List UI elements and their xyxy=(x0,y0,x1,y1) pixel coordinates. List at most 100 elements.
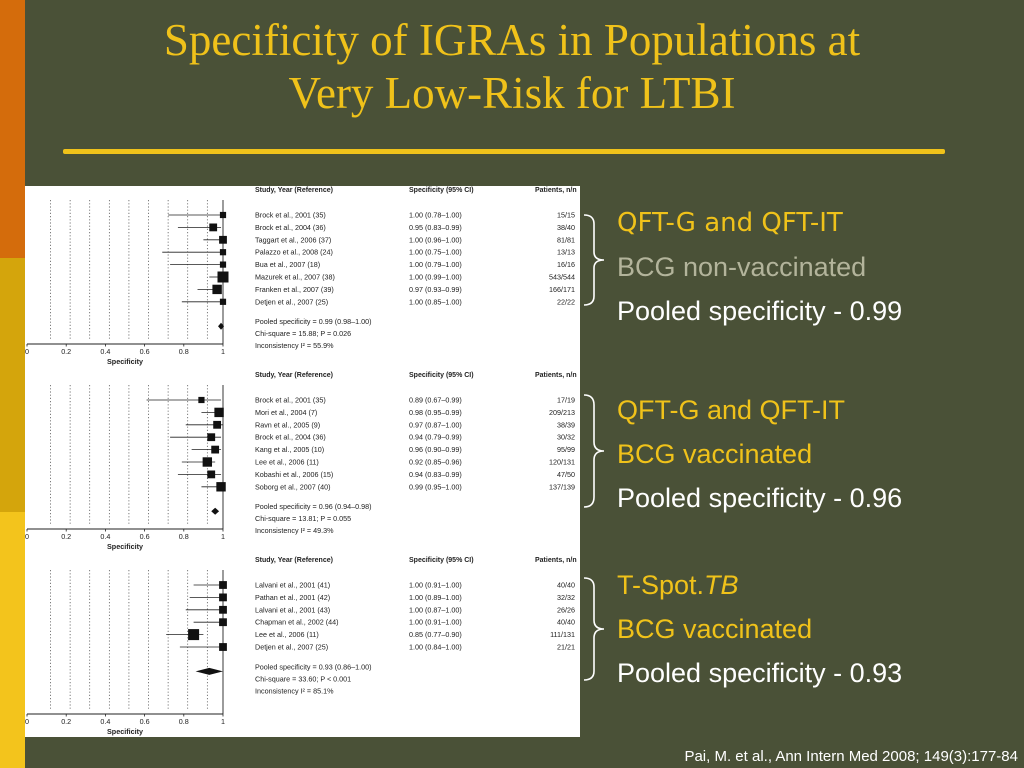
forest-study-label: Kang et al., 2005 (10) xyxy=(255,445,324,454)
forest-plot-figure: Study, Year (Reference) Specificity (95% … xyxy=(25,186,580,737)
forest-study-label: Franken et al., 2007 (39) xyxy=(255,285,334,294)
forest-point-marker xyxy=(217,271,229,283)
forest-ci-text: 1.00 (0.79–1.00) xyxy=(409,260,462,269)
annotation-test-prefix: T-Spot. xyxy=(617,570,705,600)
annotation-population-label: BCG vaccinated xyxy=(617,439,813,469)
forest-pooled-diamond xyxy=(218,322,225,330)
accent-strip-yellow xyxy=(0,512,25,768)
forest-ci-text: 1.00 (0.91–1.00) xyxy=(409,581,462,590)
forest-pooled-diamond xyxy=(195,667,223,675)
forest-ci-text: 0.97 (0.93–0.99) xyxy=(409,285,462,294)
title-underline xyxy=(63,149,945,154)
forest-study-label: Brock et al., 2004 (36) xyxy=(255,433,326,442)
forest-study-label: Lalvani et al., 2001 (41) xyxy=(255,581,330,590)
forest-x-tick-label: 0.6 xyxy=(140,717,150,726)
forest-x-tick-label: 0.8 xyxy=(179,347,189,356)
forest-study-label: Taggart et al., 2006 (37) xyxy=(255,235,331,244)
forest-point-marker xyxy=(219,618,227,627)
forest-study-label: Detjen et al., 2007 (25) xyxy=(255,643,328,652)
forest-study-label: Palazzo et al., 2008 (24) xyxy=(255,248,333,257)
forest-point-marker xyxy=(198,396,205,404)
forest-ci-text: 1.00 (0.89–1.00) xyxy=(409,593,462,602)
forest-x-tick-label: 0.2 xyxy=(61,347,71,356)
forest-x-tick-label: 1 xyxy=(221,347,225,356)
forest-study-label: Bua et al., 2007 (18) xyxy=(255,260,320,269)
forest-point-marker xyxy=(202,457,213,467)
forest-pooled-stat: Chi-square = 15.88; P = 0.026 xyxy=(255,329,351,338)
forest-header-study: Study, Year (Reference) xyxy=(255,372,333,379)
forest-patients-text: 26/26 xyxy=(557,605,575,614)
forest-ci-text: 1.00 (0.99–1.00) xyxy=(409,273,462,282)
forest-pooled-stat: Pooled specificity = 0.93 (0.86–1.00) xyxy=(255,662,371,671)
forest-header-study: Study, Year (Reference) xyxy=(255,187,333,194)
forest-patients-text: 543/544 xyxy=(549,273,575,282)
forest-patients-text: 137/139 xyxy=(549,482,575,491)
forest-study-label: Lee et al., 2006 (11) xyxy=(255,630,319,639)
forest-point-marker xyxy=(219,581,227,589)
annotation-bcg-vaccinated-tspot: T-Spot.TB BCG vaccinated Pooled specific… xyxy=(617,563,1017,695)
forest-point-marker xyxy=(188,629,200,641)
accent-strip-gold xyxy=(0,258,25,512)
forest-x-tick-label: 0 xyxy=(25,532,29,541)
forest-patients-text: 15/15 xyxy=(557,211,575,220)
forest-patients-text: 30/32 xyxy=(557,433,575,442)
forest-ci-text: 0.96 (0.90–0.99) xyxy=(409,445,462,454)
annotation-test-label: QFT-G and QFT-IT xyxy=(617,208,843,238)
forest-study-label: Mazurek et al., 2007 (38) xyxy=(255,273,335,282)
forest-x-tick-label: 0.6 xyxy=(140,532,150,541)
forest-x-tick-label: 0.8 xyxy=(179,532,189,541)
forest-study-label: Lalvani et al., 2001 (43) xyxy=(255,605,330,614)
forest-ci-text: 1.00 (0.87–1.00) xyxy=(409,605,462,614)
forest-patients-text: 166/171 xyxy=(549,285,575,294)
annotation-population-label: BCG non-vaccinated xyxy=(617,252,867,282)
forest-study-label: Kobashi et al., 2006 (15) xyxy=(255,470,333,479)
forest-patients-text: 22/22 xyxy=(557,297,575,306)
forest-ci-text: 0.98 (0.95–0.99) xyxy=(409,408,462,417)
forest-point-marker xyxy=(219,605,227,614)
forest-ci-text: 0.94 (0.83–0.99) xyxy=(409,470,462,479)
title-line-2: Very Low-Risk for LTBI xyxy=(288,68,736,118)
forest-header-patients: Patients, n/n xyxy=(535,372,577,379)
forest-patients-text: 40/40 xyxy=(557,581,575,590)
brace-group-2 xyxy=(583,394,605,508)
forest-patients-text: 209/213 xyxy=(549,408,575,417)
forest-patients-text: 21/21 xyxy=(557,643,575,652)
forest-ci-text: 1.00 (0.75–1.00) xyxy=(409,248,462,257)
forest-study-label: Brock et al., 2001 (35) xyxy=(255,211,326,220)
annotation-pooled-label: Pooled specificity - 0.99 xyxy=(617,296,903,326)
forest-point-marker xyxy=(207,470,216,479)
annotation-population-label: BCG vaccinated xyxy=(617,614,813,644)
forest-study-label: Pathan et al., 2001 (42) xyxy=(255,593,330,602)
title-line-1: Specificity of IGRAs in Populations at xyxy=(163,15,861,65)
forest-study-label: Lee et al., 2006 (11) xyxy=(255,458,319,467)
forest-ci-text: 0.92 (0.85–0.96) xyxy=(409,458,462,467)
forest-x-axis-label: Specificity xyxy=(107,727,143,736)
forest-header-patients: Patients, n/n xyxy=(535,557,577,564)
forest-ci-text: 1.00 (0.96–1.00) xyxy=(409,235,462,244)
forest-study-label: Soborg et al., 2007 (40) xyxy=(255,482,331,491)
brace-group-3 xyxy=(583,577,605,681)
forest-header-specificity: Specificity (95% CI) xyxy=(409,372,474,379)
forest-pooled-stat: Pooled specificity = 0.99 (0.98–1.00) xyxy=(255,317,371,326)
forest-pooled-stat: Pooled specificity = 0.96 (0.94–0.98) xyxy=(255,502,371,511)
forest-study-label: Brock et al., 2004 (36) xyxy=(255,223,326,232)
forest-patients-text: 32/32 xyxy=(557,593,575,602)
forest-x-axis-label: Specificity xyxy=(107,542,143,551)
forest-point-marker xyxy=(209,223,218,232)
accent-strip-orange xyxy=(0,0,25,258)
forest-pooled-stat: Chi-square = 13.81; P = 0.055 xyxy=(255,514,351,523)
forest-header-specificity: Specificity (95% CI) xyxy=(409,557,474,564)
forest-header-study: Study, Year (Reference) xyxy=(255,557,333,564)
forest-x-tick-label: 0.4 xyxy=(100,347,110,356)
forest-ci-text: 1.00 (0.84–1.00) xyxy=(409,643,462,652)
forest-header-patients: Patients, n/n xyxy=(535,187,577,194)
forest-point-marker xyxy=(219,235,227,244)
forest-patients-text: 111/131 xyxy=(550,630,575,639)
forest-x-tick-label: 0.4 xyxy=(100,717,110,726)
forest-x-tick-label: 0 xyxy=(25,717,29,726)
citation: Pai, M. et al., Ann Intern Med 2008; 149… xyxy=(684,748,1018,765)
forest-patients-text: 38/39 xyxy=(557,420,575,429)
forest-patients-text: 40/40 xyxy=(557,618,575,627)
forest-x-tick-label: 0.8 xyxy=(179,717,189,726)
annotation-bcg-vaccinated-qft: QFT-G and QFT-IT BCG vaccinated Pooled s… xyxy=(617,388,1017,520)
